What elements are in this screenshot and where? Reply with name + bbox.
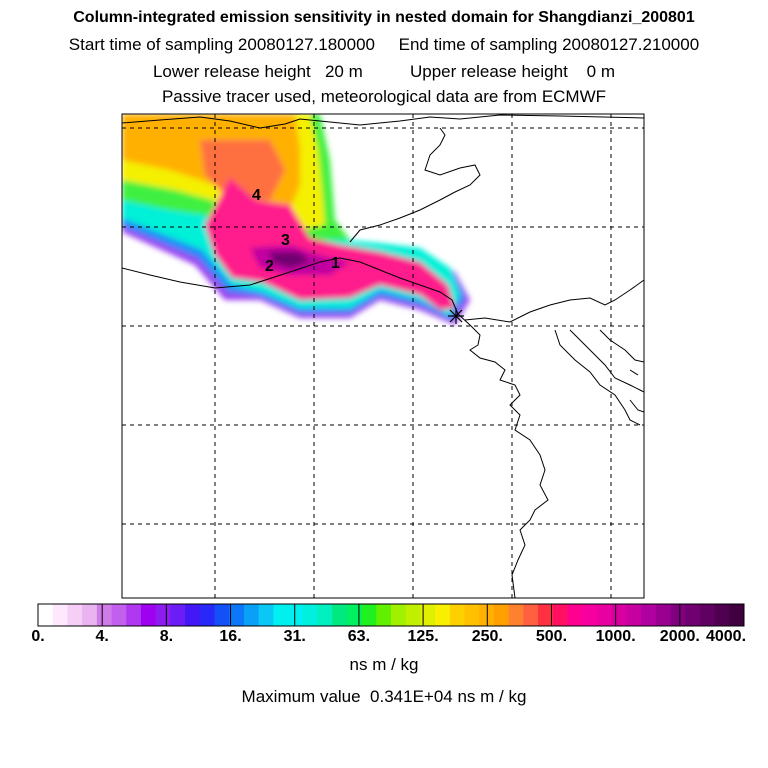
colorbar-cell [508,604,524,626]
colorbar-cell [38,604,54,626]
colorbar-cell [361,604,377,626]
colorbar-cell [273,604,289,626]
colorbar-tick-label: 63. [347,628,371,645]
colorbar-cell [170,604,186,626]
colorbar-cell [346,604,363,626]
colorbar-cell [126,604,142,626]
colorbar-cell [155,604,171,626]
colorbar-cell [214,604,230,626]
map-frame [121,113,645,599]
colorbar-tick-label: 125. [407,628,439,645]
colorbar-cell [523,604,539,626]
plume-field [122,114,470,325]
trajectory-label-4: 4 [252,187,261,204]
colorbar-tick-label: 16. [219,628,242,645]
colorbar-tick-label: 31. [283,628,306,645]
colorbar-cell [288,604,304,626]
colorbar-cell [332,604,348,626]
colorbar-cell [420,604,436,626]
colorbar-cells [38,604,745,626]
coastlines [122,114,644,598]
colorbar-cell [435,604,451,626]
colorbar-separators [101,604,681,626]
colorbar-unit: ns m / kg [349,655,419,674]
colorbar-cell [82,604,98,626]
colorbar-tick-label: 500. [535,628,568,645]
colorbar-cell [302,604,318,626]
release-site-star-icon [448,308,464,324]
colorbar-cell [391,604,407,626]
colorbar-cell [567,604,583,626]
colorbar-tick-label: 8. [159,628,174,645]
colorbar-cell [596,604,613,626]
colorbar-cell [52,604,68,626]
colorbar-cell [258,604,274,626]
colorbar-cell [67,604,83,626]
colorbar-cell [582,604,598,626]
colorbar-cell [464,604,480,626]
colorbar-tick-label: 1000. [595,628,636,645]
colorbar-cell [405,604,421,626]
plume-core-pink [205,178,455,310]
colorbar-cell [685,604,701,626]
trajectory-label-2: 2 [265,258,274,275]
colorbar-cell [611,604,627,626]
colorbar-cell [376,604,392,626]
colorbar-cell [641,604,657,626]
colorbar-cell [538,604,554,626]
colorbar-frame [37,603,745,627]
colorbar-tick-label: 0. [31,628,45,645]
colorbar-cell [714,604,730,626]
plume-band-red-orange [200,140,285,200]
colorbar-cell [729,604,745,626]
colorbar-tick-label: 250. [471,628,503,645]
tracer-info: Passive tracer used, meteorological data… [161,87,607,106]
colorbar-cell [493,604,510,626]
colorbar-cell [243,604,260,626]
colorbar-cell [199,604,215,626]
colorbar-cell [449,604,466,626]
colorbar-tick-label: 4. [95,628,109,645]
colorbar-tick-label: 2000. [659,628,700,645]
plot-title: Column-integrated emission sensitivity i… [73,9,695,26]
colorbar-cell [140,604,157,626]
colorbar-cell [229,604,245,626]
graticule [122,114,644,598]
colorbar-cell [552,604,568,626]
colorbar-cell [185,604,201,626]
colorbar-cell [655,604,671,626]
colorbar-cell [626,604,642,626]
colorbar-cell [670,604,686,626]
maximum-value: Maximum value 0.341E+04 ns m / kg [241,687,527,706]
colorbar-tick-label: 4000. [705,628,747,645]
trajectory-label-1: 1 [331,255,340,272]
colorbar-cell [96,604,113,626]
sampling-times: Start time of sampling 20080127.180000 E… [68,35,700,54]
colorbar-cell [699,604,716,626]
release-heights: Lower release height 20 m Upper release … [152,62,616,81]
trajectory-label-3: 3 [281,232,290,249]
colorbar-cell [111,604,127,626]
plume-core-darkest [270,252,310,268]
colorbar-cell [317,604,333,626]
